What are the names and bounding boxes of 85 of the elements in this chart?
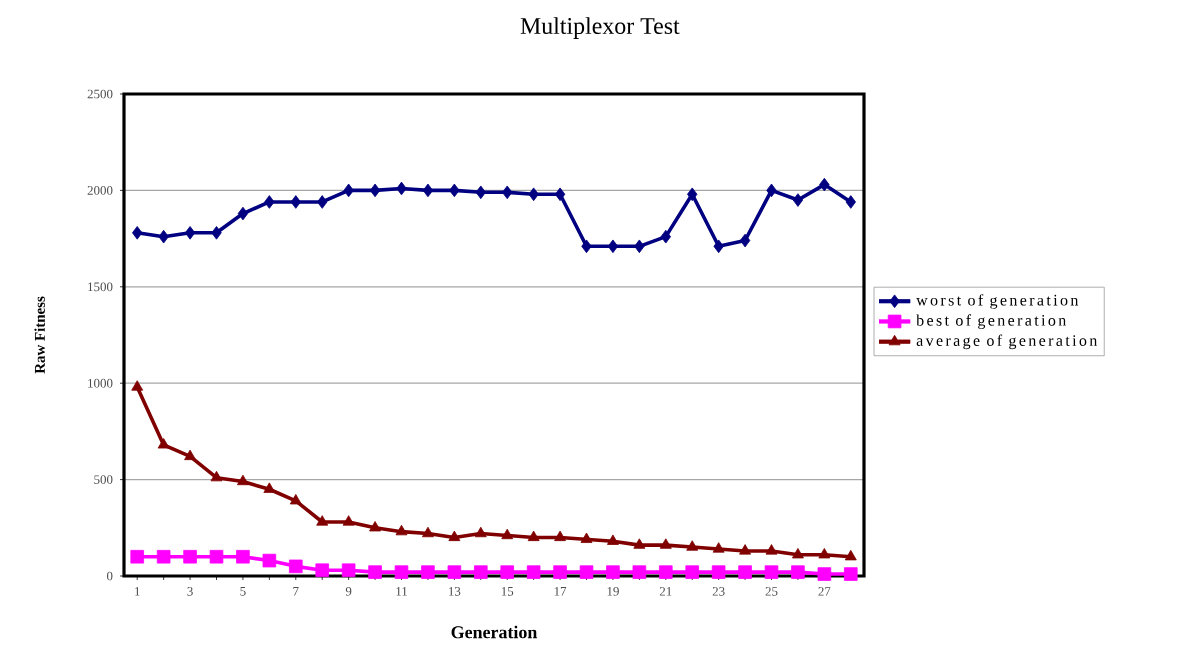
point (844, 567, 858, 581)
point (607, 239, 619, 254)
point (712, 542, 725, 553)
point (792, 193, 804, 207)
point (475, 185, 486, 200)
point (713, 239, 724, 254)
point (634, 239, 645, 254)
point (606, 565, 620, 579)
point (184, 226, 196, 240)
point (474, 565, 488, 579)
point (422, 183, 434, 198)
point (554, 187, 566, 202)
point (395, 524, 408, 536)
point (579, 565, 594, 579)
point (502, 185, 513, 200)
point (554, 530, 566, 542)
point (262, 553, 277, 568)
point (580, 532, 593, 543)
chart-title: Multiplexor Test (520, 17, 680, 39)
point (369, 183, 381, 198)
point (528, 187, 539, 202)
point (686, 540, 699, 551)
point (581, 239, 592, 254)
point (766, 183, 777, 198)
point (632, 565, 647, 579)
point (448, 530, 461, 542)
point (474, 526, 487, 538)
point (765, 544, 778, 555)
point (738, 565, 752, 579)
point (659, 565, 673, 579)
point (131, 380, 144, 391)
point (817, 567, 832, 581)
point (711, 565, 726, 579)
point (130, 549, 144, 564)
point (660, 229, 671, 244)
point (211, 226, 222, 240)
point (421, 565, 435, 579)
point (157, 438, 170, 449)
point (527, 530, 540, 542)
point (449, 183, 460, 198)
point (264, 195, 275, 209)
point (845, 195, 856, 209)
point (607, 534, 619, 545)
point (209, 549, 224, 564)
point (501, 528, 514, 540)
point (237, 474, 249, 486)
point (183, 549, 197, 564)
point (633, 538, 646, 549)
point (792, 548, 804, 559)
point (553, 565, 567, 579)
point (316, 515, 329, 526)
point (396, 181, 407, 196)
point (739, 233, 751, 248)
point (156, 549, 171, 564)
point (369, 521, 381, 532)
point (394, 565, 409, 579)
point (764, 565, 779, 579)
point (237, 206, 249, 221)
x-axis-title: Generation (451, 625, 538, 639)
point (184, 449, 196, 461)
point (791, 565, 805, 579)
point (818, 548, 831, 559)
point (447, 565, 462, 579)
point (844, 549, 857, 561)
point (685, 565, 699, 579)
point (342, 515, 355, 526)
point (341, 563, 356, 577)
point (210, 470, 223, 482)
point (132, 226, 143, 240)
point (289, 494, 302, 505)
point (819, 177, 830, 192)
point (739, 544, 751, 555)
point (368, 565, 382, 579)
point (315, 563, 329, 577)
point (289, 559, 303, 574)
point (687, 187, 698, 202)
point (422, 526, 434, 538)
point (317, 195, 328, 209)
point (343, 183, 354, 198)
point (158, 229, 169, 244)
point (290, 195, 301, 209)
point (236, 549, 250, 564)
point (500, 565, 514, 579)
point (526, 565, 541, 579)
point (659, 538, 672, 549)
